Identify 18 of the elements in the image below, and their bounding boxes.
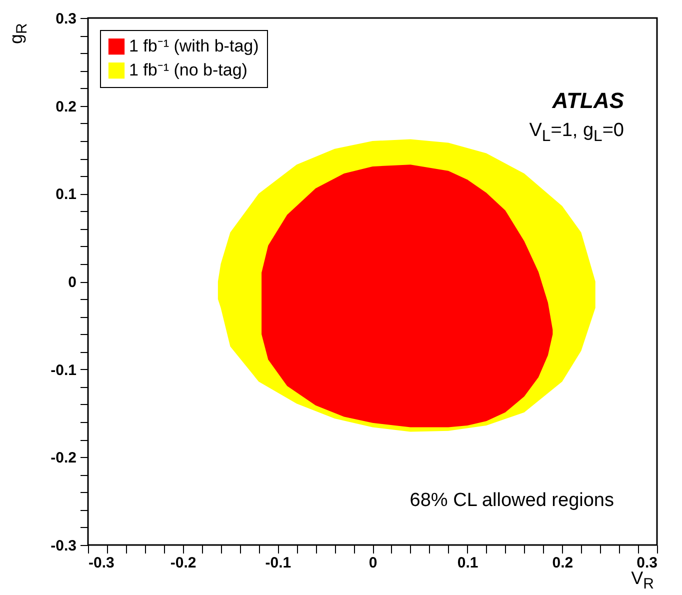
y-tick-label: -0.1: [50, 362, 76, 379]
y-tick-label: -0.2: [50, 450, 76, 467]
y-tick-label: 0.3: [56, 10, 76, 28]
y-tick-label: 0.1: [56, 186, 76, 204]
x-tick-label: 0: [368, 554, 378, 572]
legend-label: 1 fb⁻¹ (with b-tag): [129, 36, 259, 56]
annotation: ATLAS: [552, 88, 624, 114]
legend-label: 1 fb⁻¹ (no b-tag): [129, 60, 248, 80]
annotation: 68% CL allowed regions: [410, 490, 614, 512]
x-tick-label: 0.1: [457, 554, 478, 572]
y-tick-label: 0: [68, 274, 76, 291]
y-tick-label: 0.2: [56, 98, 76, 116]
x-tick-label: -0.3: [88, 554, 114, 572]
x-tick-label: -0.2: [170, 554, 196, 572]
x-tick-label: 0.2: [552, 554, 574, 572]
x-tick-label: -0.1: [265, 554, 292, 572]
annotation: V$_{L}$=1, g$_{L}$=0: [529, 120, 624, 146]
y-tick-label: -0.3: [50, 538, 76, 554]
